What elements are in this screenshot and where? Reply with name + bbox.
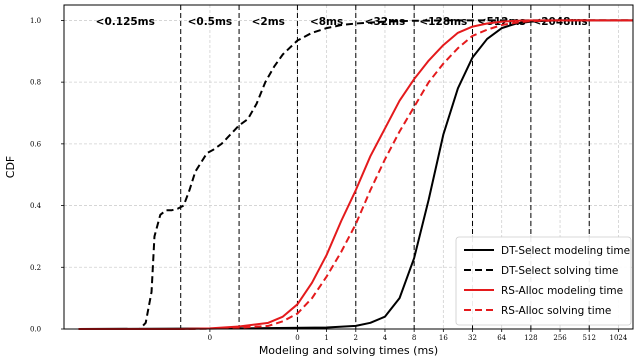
legend-label: DT-Select solving time	[501, 265, 618, 277]
x-tick-label: 0	[208, 334, 212, 342]
bucket-label: <2048ms	[532, 16, 587, 28]
bucket-label: <128ms	[419, 16, 467, 28]
legend-box	[455, 236, 632, 326]
x-tick-label: 8	[412, 334, 416, 342]
bucket-label: <8ms	[310, 16, 343, 28]
x-tick-label: 0	[295, 334, 299, 342]
x-tick-label: 512	[583, 334, 596, 342]
y-tick-label: 0.2	[30, 264, 41, 272]
x-tick-label: 4	[383, 334, 388, 342]
x-tick-label: 128	[524, 334, 537, 342]
y-axis-label: CDF	[4, 156, 17, 178]
y-tick-label: 0.6	[30, 140, 42, 148]
y-tick-label: 0.0	[30, 326, 41, 334]
plot-frame	[63, 4, 634, 330]
y-axis-ticks: 0.0 0.2 0.4 0.6 0.8 1.0	[30, 17, 64, 334]
x-tick-label: 32	[468, 334, 477, 342]
legend-label: RS-Alloc modeling time	[501, 285, 623, 297]
series-line-1	[78, 19, 633, 330]
series-line-0	[78, 19, 633, 330]
x-tick-label: 1	[324, 334, 328, 342]
x-axis-label: Modeling and solving times (ms)	[259, 344, 438, 357]
legend-label: DT-Select modeling time	[501, 245, 630, 257]
series-line-3	[78, 19, 633, 330]
bucket-boundaries	[180, 5, 590, 329]
y-tick-label: 0.8	[30, 79, 41, 87]
cdf-series	[78, 19, 633, 330]
x-tick-label: 64	[497, 334, 506, 342]
x-tick-label: 256	[553, 334, 567, 342]
x-tick-label: 16	[439, 334, 448, 342]
series-line-2	[78, 19, 633, 330]
bucket-label: <2ms	[252, 16, 285, 28]
legend: DT-Select modeling time DT-Select solving…	[455, 236, 632, 326]
x-tick-label: 1024	[609, 334, 627, 342]
y-tick-label: 0.4	[30, 202, 42, 210]
legend-label: RS-Alloc solving time	[501, 305, 611, 317]
bucket-label: <0.125ms	[96, 16, 155, 28]
y-tick-label: 1.0	[30, 17, 41, 25]
bucket-label: <0.5ms	[188, 16, 233, 28]
x-axis-ticks: 0 0 1 2 4 8 16 32 64 128 256 512 1024	[208, 329, 628, 342]
x-tick-label: 2	[354, 334, 358, 342]
